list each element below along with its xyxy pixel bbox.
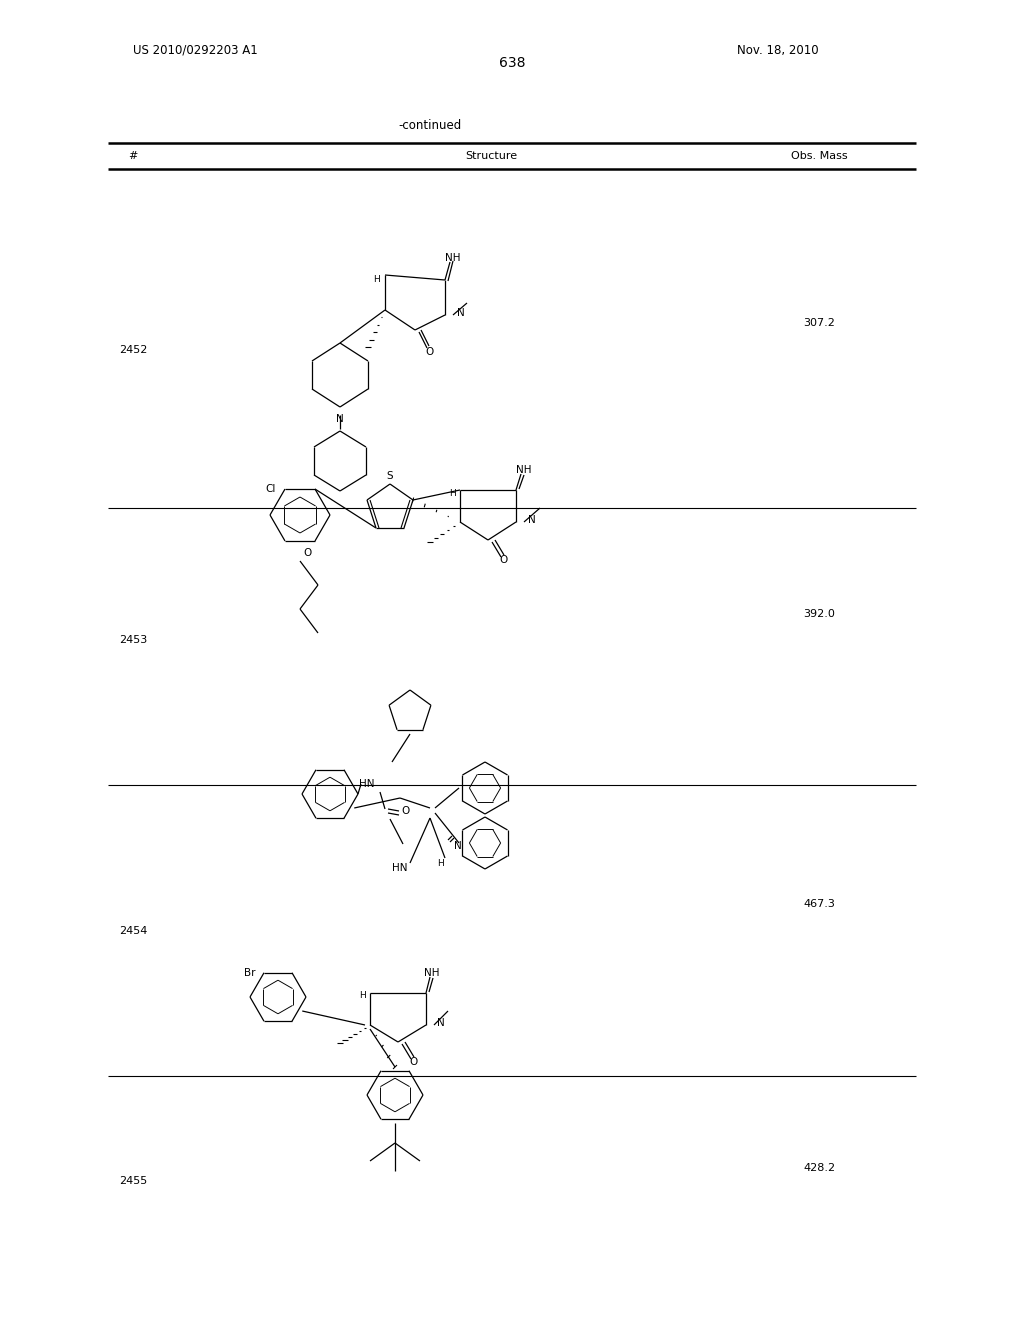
Text: 2455: 2455 [119,1176,147,1187]
Text: -continued: -continued [398,119,462,132]
Text: N: N [336,414,344,424]
Text: O: O [500,554,508,565]
Text: Structure: Structure [466,150,517,161]
Text: H: H [449,488,456,498]
Text: Obs. Mass: Obs. Mass [791,150,848,161]
Text: H: H [358,991,366,1001]
Text: Nov. 18, 2010: Nov. 18, 2010 [737,44,819,57]
Text: NH: NH [424,968,439,978]
Text: N: N [454,841,462,851]
Text: N: N [437,1018,444,1028]
Text: 2453: 2453 [119,635,147,645]
Text: 2454: 2454 [119,925,147,936]
Text: O: O [400,807,410,816]
Text: 2452: 2452 [119,345,147,355]
Text: NH: NH [516,465,531,475]
Text: #: # [128,150,138,161]
Text: NH: NH [445,253,461,263]
Text: 638: 638 [499,57,525,70]
Text: 392.0: 392.0 [803,609,836,619]
Text: Cl: Cl [266,484,276,494]
Text: N: N [528,515,536,525]
Text: H: H [436,858,443,867]
Text: O: O [304,548,312,558]
Text: 467.3: 467.3 [803,899,836,909]
Text: O: O [410,1057,418,1067]
Text: H: H [374,275,380,284]
Text: 428.2: 428.2 [803,1163,836,1173]
Text: S: S [387,471,393,480]
Text: O: O [426,347,434,356]
Text: HN: HN [359,779,375,789]
Text: US 2010/0292203 A1: US 2010/0292203 A1 [133,44,258,57]
Text: 307.2: 307.2 [803,318,836,329]
Text: Br: Br [245,968,256,978]
Text: HN: HN [392,863,408,873]
Text: N: N [457,308,465,318]
